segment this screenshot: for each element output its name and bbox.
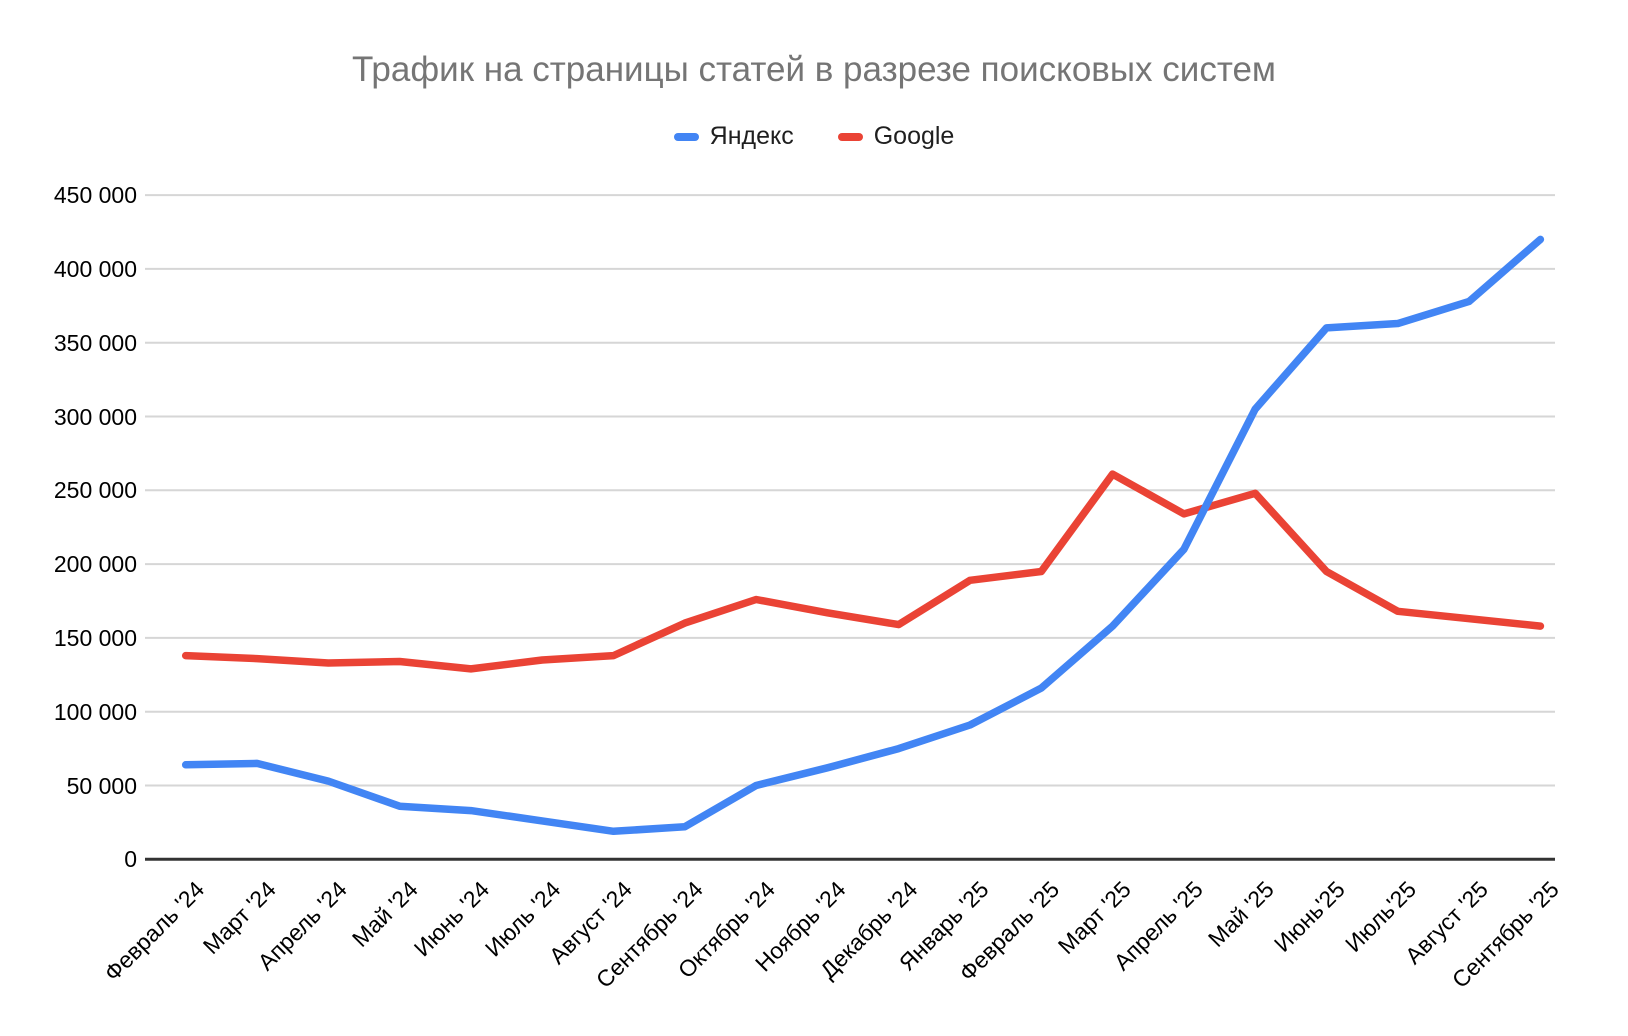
legend-label-yandex: Яндекс [709, 122, 794, 150]
y-tick-label: 0 [124, 846, 137, 873]
y-tick-label: 200 000 [53, 551, 137, 578]
chart-title: Трафик на страницы статей в разрезе поис… [352, 50, 1276, 89]
legend: Яндекс Google [0, 122, 1628, 151]
y-tick-label: 350 000 [53, 329, 137, 356]
legend-item-google: Google [837, 122, 955, 151]
y-tick-label: 50 000 [66, 772, 137, 799]
series-line-yandex [181, 235, 1545, 836]
y-tick-label: 250 000 [53, 477, 137, 504]
legend-swatch-yandex [673, 132, 699, 141]
legend-swatch-google [837, 132, 863, 141]
y-tick-label: 100 000 [53, 698, 137, 725]
series-line-google [181, 470, 1545, 673]
y-tick-label: 450 000 [53, 182, 137, 209]
y-tick-label: 150 000 [53, 624, 137, 651]
legend-label-google: Google [873, 122, 955, 150]
legend-item-yandex: Яндекс [673, 122, 794, 151]
y-tick-label: 400 000 [53, 255, 137, 282]
y-tick-label: 300 000 [53, 403, 137, 430]
